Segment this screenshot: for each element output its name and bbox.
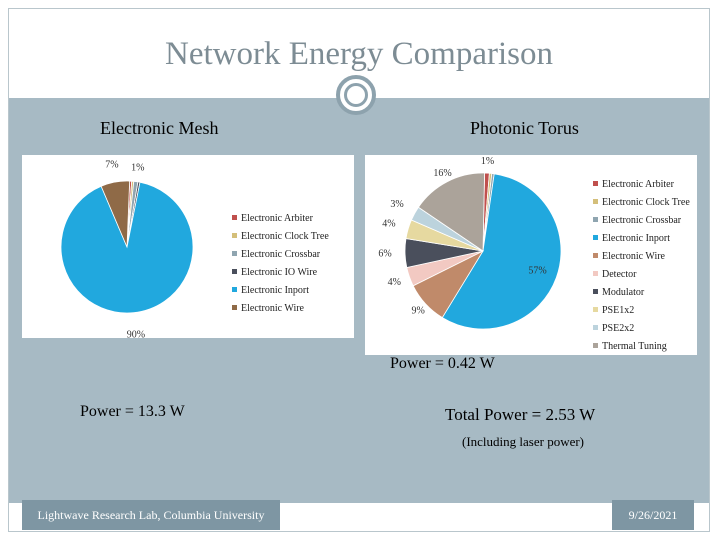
legend-swatch xyxy=(593,343,598,348)
legend-swatch xyxy=(593,289,598,294)
total-power: Total Power = 2.53 W xyxy=(445,405,596,424)
legend-label-detector: Detector xyxy=(602,269,637,280)
pie-slice-electronic-inport xyxy=(60,181,194,314)
legend-swatch xyxy=(593,307,598,312)
legend-label-electronic-clock-tree: Electronic Clock Tree xyxy=(602,197,690,208)
mesh-pie-chart: 1% 90% 7% Electronic Arbiter Electronic Cloc… xyxy=(60,159,329,341)
legend-label-pse2x2: PSE2x2 xyxy=(602,323,634,334)
legend-swatch xyxy=(593,325,598,330)
legend-swatch xyxy=(232,251,237,256)
legend-swatch xyxy=(232,269,237,274)
pie-percent-label: 3% xyxy=(390,199,403,210)
legend-label-electronic-wire: Electronic Wire xyxy=(241,303,305,314)
pie-percent-label: 16% xyxy=(433,168,451,179)
torus-chart-panel: 1% 57% 9% 4% 6% 4% 3% 16% Electronic Arbiter Elec… xyxy=(365,155,697,355)
legend-label-electronic-arbiter: Electronic Arbiter xyxy=(241,213,314,224)
legend-swatch xyxy=(232,233,237,238)
legend-swatch xyxy=(593,271,598,276)
pie-percent-label: 4% xyxy=(388,277,401,288)
pie-percent-label: 1% xyxy=(481,156,494,167)
pie-slice-thermal-tuning xyxy=(417,172,485,252)
pie-slice-electronic-wire xyxy=(100,180,131,248)
mesh-heading: Electronic Mesh xyxy=(100,118,219,138)
legend-label-electronic-inport: Electronic Inport xyxy=(602,233,670,244)
pie-percent-label: 7% xyxy=(105,159,118,170)
laser-note: (Including laser power) xyxy=(462,434,585,449)
legend-swatch xyxy=(232,305,237,310)
legend-label-modulator: Modulator xyxy=(602,287,645,298)
pie-slice-electronic-inport xyxy=(441,173,562,330)
ring-ornament-icon xyxy=(336,75,376,115)
footer-lab: Lightwave Research Lab, Columbia Univers… xyxy=(22,500,280,530)
slide-title: Network Energy Comparison xyxy=(165,36,553,72)
torus-heading: Photonic Torus xyxy=(470,118,579,138)
pie-percent-label: 1% xyxy=(131,163,144,174)
legend-label-electronic-wire: Electronic Wire xyxy=(602,251,666,262)
legend-swatch xyxy=(232,215,237,220)
legend-label-electronic-crossbar: Electronic Crossbar xyxy=(241,249,321,260)
legend-label-thermal-tuning: Thermal Tuning xyxy=(602,341,667,352)
legend-swatch xyxy=(593,217,598,222)
legend-label-electronic-crossbar: Electronic Crossbar xyxy=(602,215,682,226)
mesh-chart-panel: 1% 90% 7% Electronic Arbiter Electronic Cloc… xyxy=(22,155,354,341)
legend-swatch xyxy=(593,235,598,240)
pie-percent-label: 6% xyxy=(378,249,391,260)
legend-label-electronic-arbiter: Electronic Arbiter xyxy=(602,179,675,190)
legend-label-pse1x2: PSE1x2 xyxy=(602,305,634,316)
footer-date: 9/26/2021 xyxy=(612,500,694,530)
pie-percent-label: 4% xyxy=(382,219,395,230)
legend-label-electronic-io-wire: Electronic IO Wire xyxy=(241,267,318,278)
legend-swatch xyxy=(593,253,598,258)
legend-swatch xyxy=(593,181,598,186)
legend-swatch xyxy=(593,199,598,204)
pie-percent-label: 90% xyxy=(127,330,145,338)
pie-percent-label: 57% xyxy=(528,266,546,277)
pie-percent-label: 9% xyxy=(411,305,424,316)
torus-power: Power = 0.42 W xyxy=(390,355,495,372)
legend-swatch xyxy=(232,287,237,292)
legend-label-electronic-inport: Electronic Inport xyxy=(241,285,309,296)
legend-label-electronic-clock-tree: Electronic Clock Tree xyxy=(241,231,329,242)
mesh-power: Power = 13.3 W xyxy=(80,403,185,420)
torus-pie-chart: 1% 57% 9% 4% 6% 4% 3% 16% Electronic Arbiter Elec… xyxy=(378,156,690,352)
